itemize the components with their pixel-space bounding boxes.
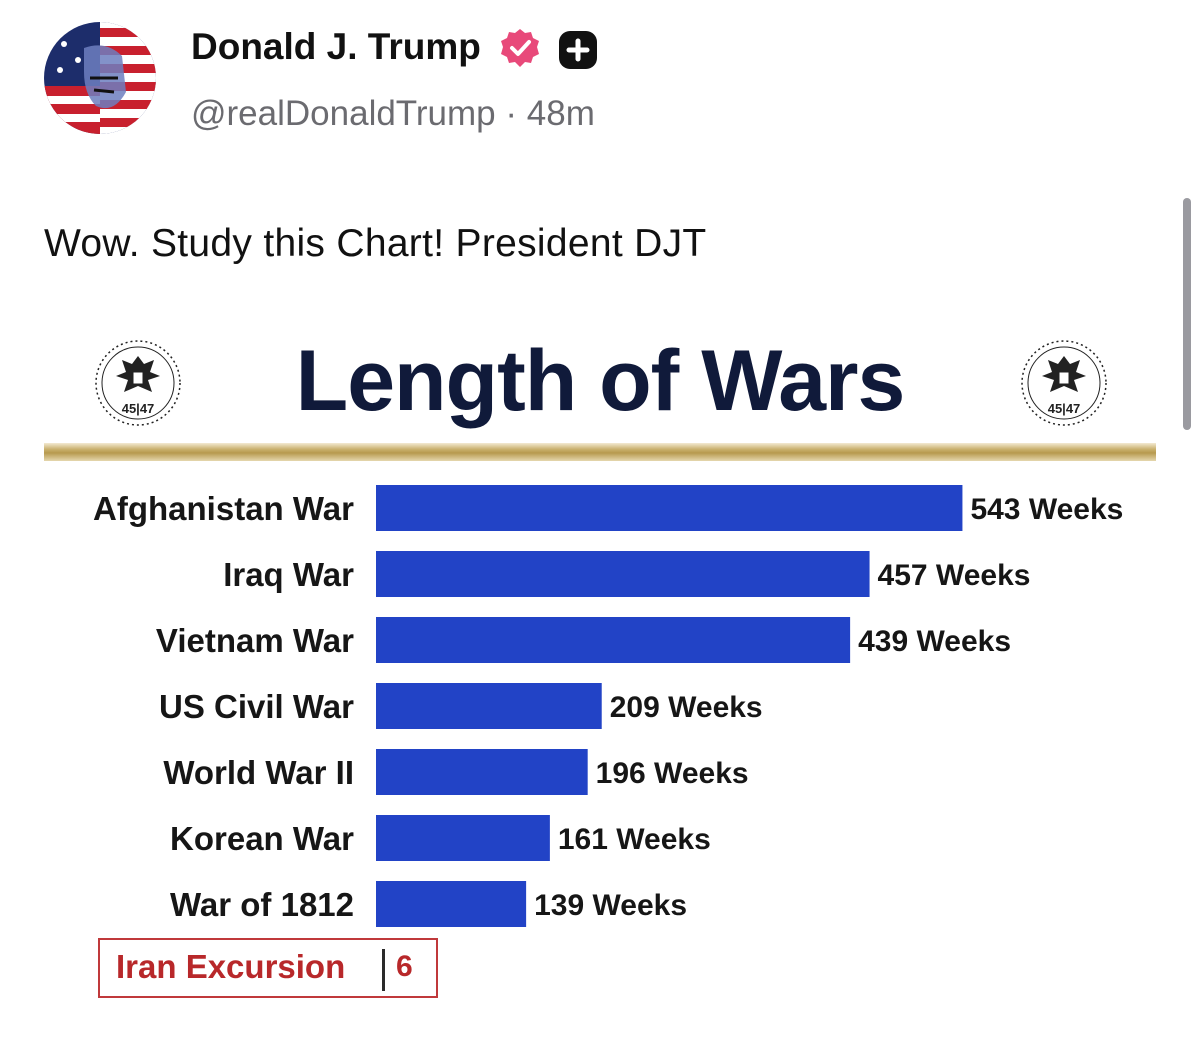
gold-divider: [44, 443, 1156, 461]
value-label: 543 Weeks: [970, 493, 1123, 526]
annotation-divider: [382, 949, 385, 991]
presidential-seal-right-icon: 45|47: [1008, 338, 1120, 428]
value-label: 196 Weeks: [596, 757, 749, 790]
value-label: 457 Weeks: [878, 559, 1031, 592]
category-label: War of 1812: [170, 886, 354, 923]
avatar[interactable]: [44, 22, 156, 134]
seal-left-text: 45|47: [122, 401, 155, 416]
presidential-seal-left-icon: 45|47: [82, 338, 194, 428]
annotation-label: Iran Excursion: [116, 948, 346, 985]
user-handle[interactable]: @realDonaldTrump: [191, 94, 496, 133]
bar: [376, 815, 550, 861]
category-label: World War II: [163, 754, 354, 791]
value-label: 209 Weeks: [610, 691, 763, 724]
category-label: US Civil War: [159, 688, 354, 725]
post-timestamp[interactable]: 48m: [526, 94, 595, 133]
bar: [376, 617, 851, 663]
bar: [376, 749, 588, 795]
category-label: Vietnam War: [156, 622, 354, 659]
meta-separator: ·: [505, 94, 518, 133]
chart-title: Length of Wars: [295, 333, 906, 429]
bar: [376, 683, 602, 729]
bar-chart: Afghanistan War 543 Weeks Iraq War 457 Week…: [93, 485, 1123, 927]
category-label: Korean War: [170, 820, 354, 857]
seal-right-text: 45|47: [1048, 401, 1081, 416]
verified-badge-icon: [501, 29, 539, 67]
value-label: 139 Weeks: [534, 889, 687, 922]
value-label: 161 Weeks: [558, 823, 711, 856]
handle-line: @realDonaldTrump · 48m: [191, 94, 595, 134]
value-label: 439 Weeks: [858, 625, 1011, 658]
avatar-flag-portrait-icon: [44, 22, 156, 134]
scrollbar-thumb[interactable]: [1183, 198, 1191, 430]
category-label: Afghanistan War: [93, 490, 354, 527]
bar: [376, 881, 527, 927]
post-text: Wow. Study this Chart! President DJT: [44, 222, 707, 265]
display-name[interactable]: Donald J. Trump: [191, 26, 481, 67]
plus-badge-icon: [559, 31, 597, 69]
annotation-value: 6: [396, 950, 413, 983]
bar: [376, 485, 963, 531]
annotation-box: Iran Excursion 6: [98, 938, 438, 998]
bar: [376, 551, 870, 597]
category-label: Iraq War: [223, 556, 354, 593]
